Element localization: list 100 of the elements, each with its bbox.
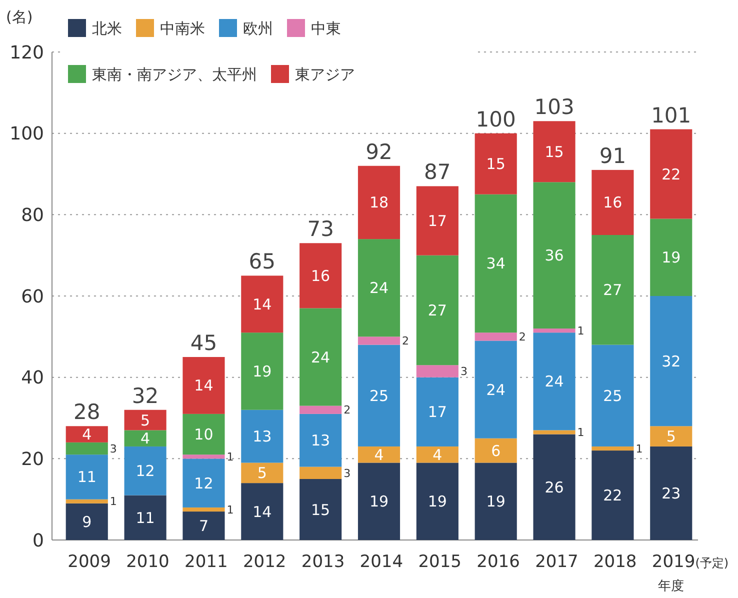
legend-label: 中東 (311, 19, 341, 38)
bar (358, 462, 400, 540)
bar (592, 344, 634, 446)
bar (358, 446, 400, 463)
bar (592, 235, 634, 345)
total-label: 45 (190, 331, 218, 355)
bar (650, 296, 692, 426)
bar (66, 499, 108, 504)
data-label: 9 (82, 512, 92, 531)
total-label: 73 (307, 217, 334, 242)
data-label: 26 (544, 478, 564, 496)
total-label: 87 (424, 160, 451, 184)
legend-label: 北米 (92, 19, 122, 38)
data-label: 2 (518, 330, 526, 344)
bar (300, 479, 342, 540)
legend-label: 中南米 (160, 19, 205, 38)
bar (416, 186, 458, 256)
bar (124, 410, 166, 430)
total-label: 91 (599, 144, 626, 168)
bar (533, 328, 576, 333)
bar (241, 410, 284, 463)
bar (416, 446, 458, 463)
data-label: 25 (603, 386, 622, 405)
x-tick-label: 2013 (301, 552, 345, 572)
bar (182, 512, 225, 540)
bar (650, 218, 692, 296)
data-label: 5 (140, 411, 150, 430)
data-label: 24 (369, 279, 389, 298)
data-label: 24 (311, 348, 330, 366)
y-tick-label: 40 (21, 368, 44, 389)
bar (66, 426, 108, 442)
bar (300, 406, 342, 414)
legend-label: 東アジア (295, 65, 355, 84)
bar (533, 434, 576, 540)
x-tick-label: 2018 (594, 552, 637, 572)
bar (474, 438, 517, 463)
bar (358, 336, 400, 345)
legend-label: 東南・南アジア、太平州 (92, 65, 257, 84)
bar (474, 462, 517, 540)
data-label: 5 (666, 428, 676, 446)
bar (300, 243, 342, 308)
bar (592, 170, 634, 235)
data-label: 14 (252, 295, 272, 314)
data-label: 15 (486, 155, 506, 174)
data-label: 2 (402, 334, 410, 348)
bar (241, 276, 284, 333)
data-label: 1 (636, 442, 643, 456)
bar (474, 133, 517, 194)
bar (416, 255, 458, 366)
x-tick-label: 2009 (68, 552, 111, 572)
bar (300, 466, 342, 479)
data-label: 7 (198, 517, 208, 536)
bar (416, 365, 458, 378)
data-label: 18 (369, 194, 389, 212)
bar (66, 442, 108, 455)
bar (416, 462, 458, 540)
data-label: 3 (344, 466, 351, 480)
bar (358, 166, 400, 240)
data-label: 4 (374, 446, 384, 464)
total-label: 103 (534, 95, 574, 120)
data-label: 10 (194, 426, 214, 444)
data-label: 1 (577, 324, 584, 338)
bar (182, 357, 225, 414)
bar (533, 182, 576, 329)
bar (300, 308, 342, 406)
data-label: 19 (369, 492, 389, 511)
y-tick-label: 80 (21, 204, 44, 226)
data-label: 34 (486, 254, 506, 273)
data-label: 17 (428, 403, 447, 422)
bar (474, 340, 517, 438)
y-tick-label: 120 (10, 42, 44, 64)
x-axis-title: 年度 (658, 578, 684, 594)
bar (241, 332, 284, 410)
total-label: 101 (651, 103, 692, 128)
data-label: 24 (486, 380, 506, 399)
y-axis-title: (名) (6, 8, 33, 26)
data-label: 19 (428, 492, 447, 511)
bar (592, 450, 634, 540)
x-tick-label: 2017 (535, 552, 578, 572)
bar (241, 483, 284, 540)
bar (650, 426, 692, 446)
data-label: 22 (603, 486, 622, 505)
data-label: 6 (491, 442, 501, 460)
total-label: 65 (248, 250, 276, 274)
data-label: 36 (544, 246, 564, 265)
x-tick-label: 2011 (184, 552, 228, 572)
data-label: 24 (544, 372, 564, 391)
bar (124, 495, 166, 540)
data-label: 11 (136, 508, 155, 527)
bar (650, 129, 692, 219)
data-label: 12 (136, 462, 155, 480)
data-label: 11 (77, 468, 96, 486)
total-label: 32 (132, 384, 159, 408)
bar (66, 503, 108, 540)
bar (533, 121, 576, 182)
data-label: 4 (82, 426, 92, 444)
x-tick-label: 2019(予定) (652, 552, 729, 572)
data-label: 12 (194, 474, 214, 492)
data-label: 22 (662, 165, 681, 184)
bar (300, 414, 342, 467)
